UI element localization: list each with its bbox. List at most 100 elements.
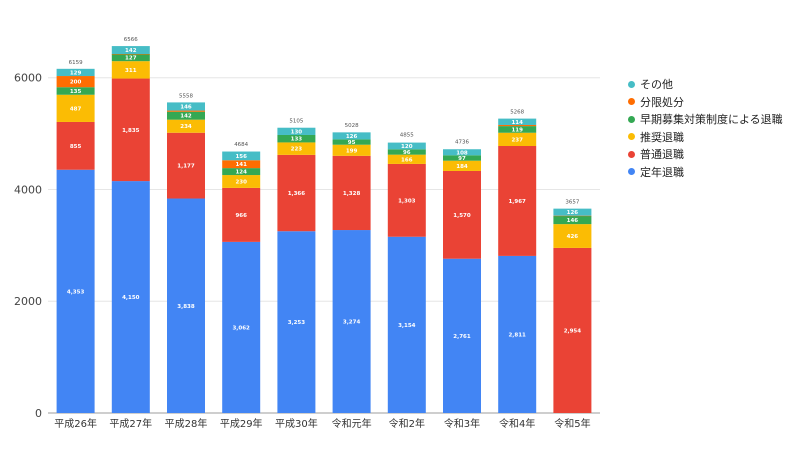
legend-label: 推奨退職 bbox=[640, 130, 684, 144]
bar-segment bbox=[111, 61, 150, 79]
y-tick-label: 2000 bbox=[14, 295, 42, 308]
bar-segment bbox=[167, 102, 205, 111]
bar-segment bbox=[498, 132, 537, 146]
bar-segment bbox=[498, 255, 537, 413]
bar-segment bbox=[443, 258, 481, 413]
legend-label: 早期募集対策制度による退職 bbox=[640, 113, 783, 127]
bar-segment bbox=[167, 111, 205, 120]
legend-swatch bbox=[628, 80, 635, 88]
data-label: 200 bbox=[70, 80, 82, 86]
bar-segment bbox=[167, 132, 205, 199]
bar-segment bbox=[222, 175, 261, 188]
bar-segment bbox=[222, 168, 261, 176]
data-label: 96 bbox=[403, 150, 411, 156]
x-tick-label: 平成29年 bbox=[220, 417, 263, 430]
data-label: 1,835 bbox=[122, 128, 140, 134]
bar-segment bbox=[167, 198, 205, 413]
bar-segment bbox=[332, 230, 371, 413]
data-label: 146 bbox=[567, 218, 579, 224]
bar-segment bbox=[222, 151, 261, 161]
bar-segment bbox=[167, 110, 205, 112]
data-label: 487 bbox=[70, 106, 82, 112]
legend-item: その他 bbox=[628, 76, 783, 92]
data-label: 124 bbox=[235, 170, 247, 176]
data-label: 108 bbox=[456, 150, 468, 156]
bar-segment bbox=[111, 181, 150, 413]
data-label: 142 bbox=[125, 48, 137, 54]
data-label: 146 bbox=[180, 104, 192, 110]
data-label: 166 bbox=[401, 157, 413, 163]
legend-item: 分限処分 bbox=[628, 94, 783, 110]
data-label: 1,570 bbox=[453, 213, 471, 219]
legend-swatch bbox=[628, 150, 635, 158]
total-label: 5558 bbox=[179, 93, 193, 99]
legend-item: 推奨退職 bbox=[628, 129, 783, 145]
data-label: 3,274 bbox=[343, 320, 361, 326]
legend-swatch bbox=[628, 115, 635, 123]
bar-segment bbox=[56, 169, 95, 413]
bar-segment bbox=[277, 142, 316, 155]
data-label: 199 bbox=[346, 148, 358, 154]
bar-segment bbox=[443, 160, 481, 171]
data-label: 127 bbox=[125, 56, 137, 62]
x-tick-label: 平成26年 bbox=[54, 417, 97, 430]
bar-segment bbox=[277, 231, 316, 413]
total-label: 3657 bbox=[565, 200, 579, 206]
bar-segment bbox=[332, 144, 371, 156]
bar-segment bbox=[498, 124, 537, 127]
bar-segment bbox=[332, 139, 371, 145]
bar-segment bbox=[111, 54, 150, 62]
total-label: 6566 bbox=[124, 37, 138, 43]
data-label: 1,303 bbox=[398, 198, 416, 204]
bar-segment bbox=[387, 142, 426, 150]
legend-label: 普通退職 bbox=[640, 148, 684, 162]
x-tick-label: 平成27年 bbox=[109, 417, 152, 430]
data-label: 3,838 bbox=[177, 304, 195, 310]
legend-swatch bbox=[628, 133, 635, 141]
data-label: 855 bbox=[70, 144, 82, 150]
legend-swatch bbox=[628, 168, 635, 176]
total-label: 5105 bbox=[289, 119, 303, 125]
bar-segment bbox=[553, 247, 592, 413]
data-label: 126 bbox=[567, 210, 579, 216]
total-label: 5268 bbox=[510, 110, 524, 116]
legend-label: その他 bbox=[640, 78, 673, 91]
bar-segment bbox=[443, 155, 481, 161]
data-label: 223 bbox=[291, 147, 303, 153]
data-label: 119 bbox=[511, 127, 523, 133]
bar-segment bbox=[56, 87, 95, 95]
x-tick-label: 令和2年 bbox=[389, 417, 425, 430]
bar-segment bbox=[277, 134, 316, 143]
data-label: 114 bbox=[511, 120, 523, 126]
data-label: 230 bbox=[235, 179, 247, 185]
data-label: 2,954 bbox=[564, 328, 582, 334]
data-label: 184 bbox=[456, 164, 468, 170]
bar-segment bbox=[56, 121, 95, 170]
legend-item: 定年退職 bbox=[628, 164, 783, 180]
bar-segment bbox=[56, 94, 95, 122]
bar-segment bbox=[553, 215, 592, 225]
x-tick-label: 平成30年 bbox=[275, 417, 318, 430]
bar-segment bbox=[332, 155, 371, 231]
bar-segment bbox=[443, 149, 481, 156]
data-label: 97 bbox=[458, 156, 466, 162]
bar-segment bbox=[387, 154, 426, 164]
bar-segment bbox=[498, 126, 537, 133]
data-label: 1,177 bbox=[177, 164, 195, 170]
x-tick-label: 令和4年 bbox=[499, 417, 535, 430]
data-label: 2,811 bbox=[508, 332, 526, 338]
bar-segment bbox=[167, 119, 205, 133]
data-label: 126 bbox=[346, 134, 358, 140]
legend-label: 分限処分 bbox=[640, 95, 684, 109]
data-label: 120 bbox=[401, 144, 413, 150]
x-tick-label: 令和5年 bbox=[554, 417, 590, 430]
x-tick-label: 平成28年 bbox=[165, 417, 208, 430]
bar-segment bbox=[222, 241, 261, 413]
bar-segment bbox=[443, 170, 481, 259]
bar-segment bbox=[387, 163, 426, 237]
bar-segment bbox=[56, 68, 95, 77]
data-label: 1,366 bbox=[288, 191, 306, 197]
y-tick-label: 4000 bbox=[14, 183, 42, 196]
data-label: 1,328 bbox=[343, 191, 361, 197]
